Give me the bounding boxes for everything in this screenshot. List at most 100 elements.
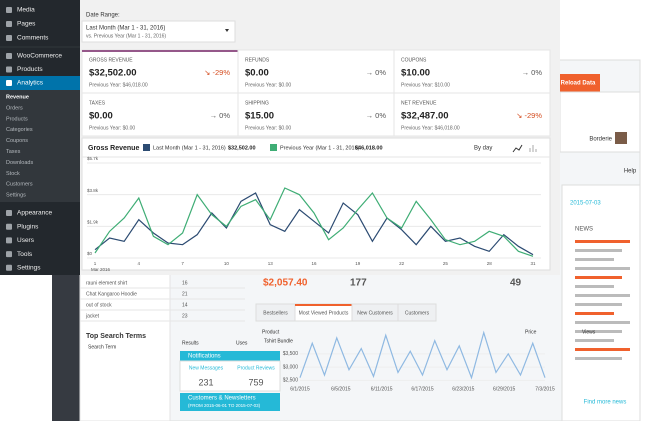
submenu-item[interactable]: Downloads [6,160,33,166]
stat-change: → 0% [366,111,387,120]
back-x-tick: 7/3/2015 [535,386,555,392]
submenu-bg [0,90,80,202]
newsletter-head [180,393,280,411]
back-x-tick: 6/1/2015 [290,386,310,392]
legend-swatch[interactable] [143,144,150,151]
back-toolbar [559,91,641,153]
product-count: 16 [182,280,188,286]
stat-change: → 0% [210,111,231,120]
product-count: 23 [182,313,188,319]
menu-item[interactable]: Plugins [17,223,39,230]
y-tick-label: $1.9k [87,220,99,225]
date-label: 2015-07-03 [570,201,601,207]
y-tick-label: $0 [87,251,93,256]
interval-select[interactable]: By day [474,146,492,152]
tab-active-bar [295,304,352,306]
back-line [299,330,546,380]
notification-count: 231 [198,377,213,387]
back-sidebar [52,270,80,421]
stat-value: $0.00 [89,111,113,122]
menu-item[interactable]: Products [17,66,43,73]
legend-name: Previous Year (Mar 1 - 31, 2016) [280,145,360,151]
news-line [575,312,614,315]
reload-label: Reload Data [561,81,596,87]
submenu-item[interactable]: Stock [6,171,20,177]
x-tick-label: 16 [311,261,317,266]
x-tick-label: 25 [443,261,449,266]
stat-cell[interactable] [237,49,395,94]
submenu-item[interactable]: Coupons [6,138,28,144]
menu-item[interactable]: Comments [17,35,49,42]
series-line [94,187,534,257]
news-line [575,249,622,252]
date-secondary: vs. Previous Year (Mar 1 - 31, 2016) [86,33,166,39]
submenu-item[interactable]: Categories [6,127,33,133]
submenu-item[interactable]: Orders [6,105,23,111]
news-line [575,303,622,306]
stat-cell[interactable] [81,92,239,137]
menu-item[interactable]: WooCommerce [17,53,62,60]
x-tick-label: 4 [138,261,141,266]
notification-label: Product Reviews [237,365,275,371]
back-x-tick: 6/11/2015 [371,386,393,392]
column-header: Views [582,329,596,335]
menu-item[interactable]: Media [17,7,35,14]
notifications-title: Notifications [188,354,221,360]
back-y-tick: $3,000 [283,364,299,370]
product-count: 14 [182,302,188,308]
results-label: Results [182,340,199,346]
product-name: Chat Kangaroo Hoodie [86,291,137,297]
chart-title: Gross Revenue [88,145,139,152]
menu-item[interactable]: Users [17,237,35,244]
menu-icon [6,53,12,59]
menu-icon [6,80,12,86]
stat-cell[interactable] [393,49,551,94]
menu-item[interactable]: Settings [17,265,41,272]
y-tick-label: $5.7k [87,156,99,161]
stat-change: ↘ -29% [516,111,542,120]
date-dropdown[interactable] [81,20,236,43]
news-line [575,339,614,342]
date-range-label: Date Range: [86,13,120,19]
menu-item[interactable]: Pages [17,21,36,28]
stat-change: → 0% [366,68,387,77]
dropdown-caret [225,29,229,32]
x-tick-label: 28 [487,261,493,266]
stat-value: $32,487.00 [401,111,449,122]
stat-cell[interactable] [237,92,395,137]
stat-label: NET REVENUE [401,100,437,106]
menu-item[interactable]: Analytics [17,80,44,87]
menu-item[interactable]: Appearance [17,210,52,217]
submenu-item[interactable]: Products [6,116,28,122]
notifications-body [179,360,281,392]
submenu-item[interactable]: Taxes [6,149,21,155]
legend-total: $32,502.00 [228,145,256,151]
stat-label: COUPONS [401,57,427,63]
submenu-item[interactable]: Settings [6,193,26,199]
back-left-table [79,269,171,421]
legend-swatch[interactable] [270,144,277,151]
menu-icon [6,237,12,244]
uses-label: Uses [236,340,248,346]
reload-button[interactable] [556,74,600,92]
news-line [575,294,630,297]
y-tick-label: $3.8k [87,188,99,193]
stat-cell[interactable] [393,92,551,137]
news-title: NEWS [575,227,593,233]
menu-icon [6,21,12,27]
menu-icon [6,66,12,73]
x-tick-label: 19 [355,261,361,266]
kpi: $2,057.40 [263,278,308,289]
stat-value: $10.00 [401,68,430,79]
menu-icon [6,223,12,230]
tab[interactable] [397,303,437,322]
stat-previous: Previous Year: $46,018.00 [89,82,148,88]
submenu-item[interactable]: Revenue [6,94,29,100]
legend-name: Last Month (Mar 1 - 31, 2016) [153,145,226,151]
back-x-tick: 6/23/2015 [452,386,474,392]
menu-item[interactable]: Tools [17,251,33,258]
submenu-item[interactable]: Customers [6,182,33,188]
stat-cell[interactable] [81,49,239,94]
x-tick-label: 31 [530,261,536,266]
news-line [575,267,630,270]
